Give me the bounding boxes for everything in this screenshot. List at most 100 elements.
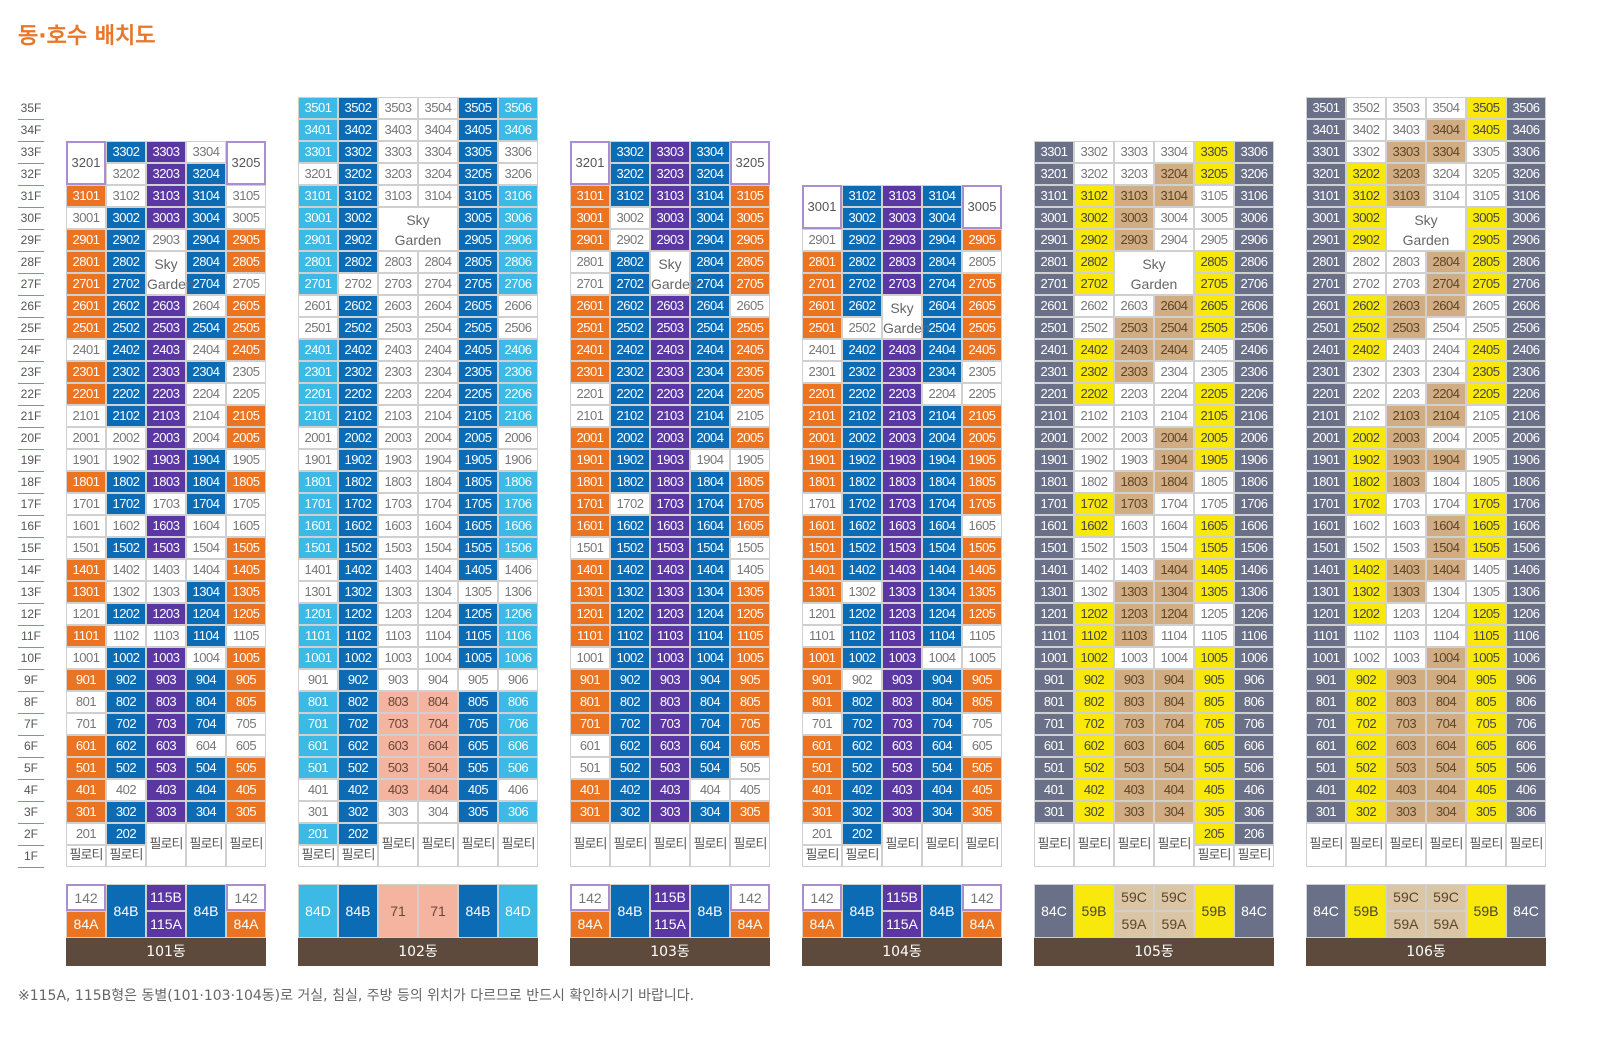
unit-cell[interactable]: 2603 [378,295,418,317]
unit-cell[interactable]: 2605 [1466,295,1506,317]
unit-cell[interactable]: 2902 [106,229,146,251]
unit-cell[interactable]: 2901 [802,229,842,251]
unit-cell[interactable]: 1402 [1346,559,1386,581]
unit-cell[interactable]: 202 [338,823,378,845]
unit-cell[interactable]: 304 [690,801,730,823]
unit-cell[interactable]: 702 [338,713,378,735]
unit-cell[interactable]: 2504 [922,317,962,339]
unit-cell[interactable]: 1402 [338,559,378,581]
unit-cell[interactable]: 601 [66,735,106,757]
unit-cell[interactable]: 1801 [298,471,338,493]
unit-cell[interactable]: 1801 [802,471,842,493]
unit-cell[interactable]: 805 [458,691,498,713]
unit-cell[interactable]: 1203 [650,603,690,625]
unit-cell[interactable]: 3305 [458,141,498,163]
unit-cell[interactable]: 2203 [882,383,922,405]
unit-cell[interactable]: 605 [1466,735,1506,757]
unit-cell[interactable]: 2003 [146,427,186,449]
unit-cell[interactable]: 1205 [730,603,770,625]
unit-cell[interactable]: 702 [610,713,650,735]
unit-cell[interactable]: 2005 [1194,427,1234,449]
unit-cell[interactable]: 3301 [1306,141,1346,163]
unit-cell[interactable]: 303 [882,801,922,823]
unit-cell[interactable]: 804 [418,691,458,713]
unit-cell[interactable]: 1702 [106,493,146,515]
unit-cell[interactable]: 2602 [106,295,146,317]
unit-cell[interactable]: 202 [106,823,146,845]
unit-cell[interactable]: 1804 [186,471,226,493]
unit-cell[interactable]: 2601 [66,295,106,317]
unit-cell[interactable]: 2902 [338,229,378,251]
unit-cell[interactable]: 2502 [1074,317,1114,339]
unit-cell[interactable]: 2901 [1034,229,1074,251]
unit-cell[interactable]: 2101 [298,405,338,427]
unit-cell[interactable]: 1604 [418,515,458,537]
unit-cell[interactable]: 1205 [458,603,498,625]
unit-cell[interactable]: 1001 [1306,647,1346,669]
unit-cell[interactable]: 2402 [1074,339,1114,361]
unit-cell[interactable]: 301 [570,801,610,823]
unit-cell[interactable]: 1204 [418,603,458,625]
unit-cell[interactable]: 3204 [418,163,458,185]
unit-cell[interactable]: 1603 [650,515,690,537]
unit-cell[interactable]: 3103 [378,185,418,207]
unit-cell[interactable]: 1501 [802,537,842,559]
unit-cell[interactable]: 2001 [802,427,842,449]
unit-cell[interactable]: 2502 [338,317,378,339]
unit-cell[interactable]: 1805 [962,471,1002,493]
unit-cell[interactable]: 3005 [458,207,498,229]
unit-cell[interactable]: 502 [1074,757,1114,779]
unit-cell[interactable]: 302 [842,801,882,823]
unit-cell[interactable]: 2006 [1234,427,1274,449]
unit-cell[interactable]: 2201 [1306,383,1346,405]
unit-cell[interactable]: 902 [1074,669,1114,691]
unit-cell[interactable]: 306 [1506,801,1546,823]
unit-cell[interactable]: 1406 [1506,559,1546,581]
unit-cell[interactable]: 3205 [458,163,498,185]
unit-cell[interactable]: 402 [338,779,378,801]
unit-cell[interactable]: 205 [1194,823,1234,845]
unit-cell[interactable]: 1903 [1386,449,1426,471]
unit-cell[interactable]: 2204 [186,383,226,405]
unit-cell[interactable]: 1402 [610,559,650,581]
unit-cell[interactable]: 502 [842,757,882,779]
unit-cell[interactable]: 603 [1386,735,1426,757]
unit-cell[interactable]: 1502 [338,537,378,559]
unit-cell[interactable]: 1705 [226,493,266,515]
unit-cell[interactable]: 3002 [338,207,378,229]
unit-cell[interactable]: 1803 [1386,471,1426,493]
unit-cell[interactable]: 602 [610,735,650,757]
unit-cell[interactable]: 1403 [1114,559,1154,581]
unit-cell[interactable]: 303 [1386,801,1426,823]
unit-cell[interactable]: 1101 [1034,625,1074,647]
unit-cell[interactable]: 1404 [1426,559,1466,581]
unit-cell[interactable]: 505 [226,757,266,779]
unit-cell[interactable]: 3002 [1074,207,1114,229]
unit-cell[interactable]: 2701 [570,273,610,295]
unit-cell[interactable]: 3506 [1506,97,1546,119]
unit-cell[interactable]: 703 [1114,713,1154,735]
unit-cell[interactable]: 2404 [922,339,962,361]
unit-cell[interactable]: 2202 [106,383,146,405]
unit-cell[interactable]: 1704 [418,493,458,515]
unit-cell[interactable]: 1505 [730,537,770,559]
unit-cell[interactable]: 2701 [802,273,842,295]
unit-cell[interactable]: 3404 [418,119,458,141]
unit-cell[interactable]: 1103 [1114,625,1154,647]
unit-cell[interactable]: 405 [1194,779,1234,801]
unit-cell[interactable]: 3302 [106,141,146,163]
unit-cell[interactable]: 1405 [1194,559,1234,581]
unit-cell[interactable]: 1106 [498,625,538,647]
unit-cell[interactable]: 3301 [298,141,338,163]
unit-cell[interactable]: 1905 [730,449,770,471]
unit-cell[interactable]: 2004 [1154,427,1194,449]
unit-cell[interactable]: 704 [1154,713,1194,735]
unit-cell[interactable]: 1301 [1306,581,1346,603]
unit-cell[interactable]: 1503 [378,537,418,559]
unit-cell[interactable]: 1205 [962,603,1002,625]
unit-cell[interactable]: 1605 [1466,515,1506,537]
unit-cell[interactable]: 1502 [1346,537,1386,559]
unit-cell[interactable]: 402 [842,779,882,801]
unit-cell[interactable]: 1705 [1466,493,1506,515]
unit-cell[interactable]: 1806 [1506,471,1546,493]
